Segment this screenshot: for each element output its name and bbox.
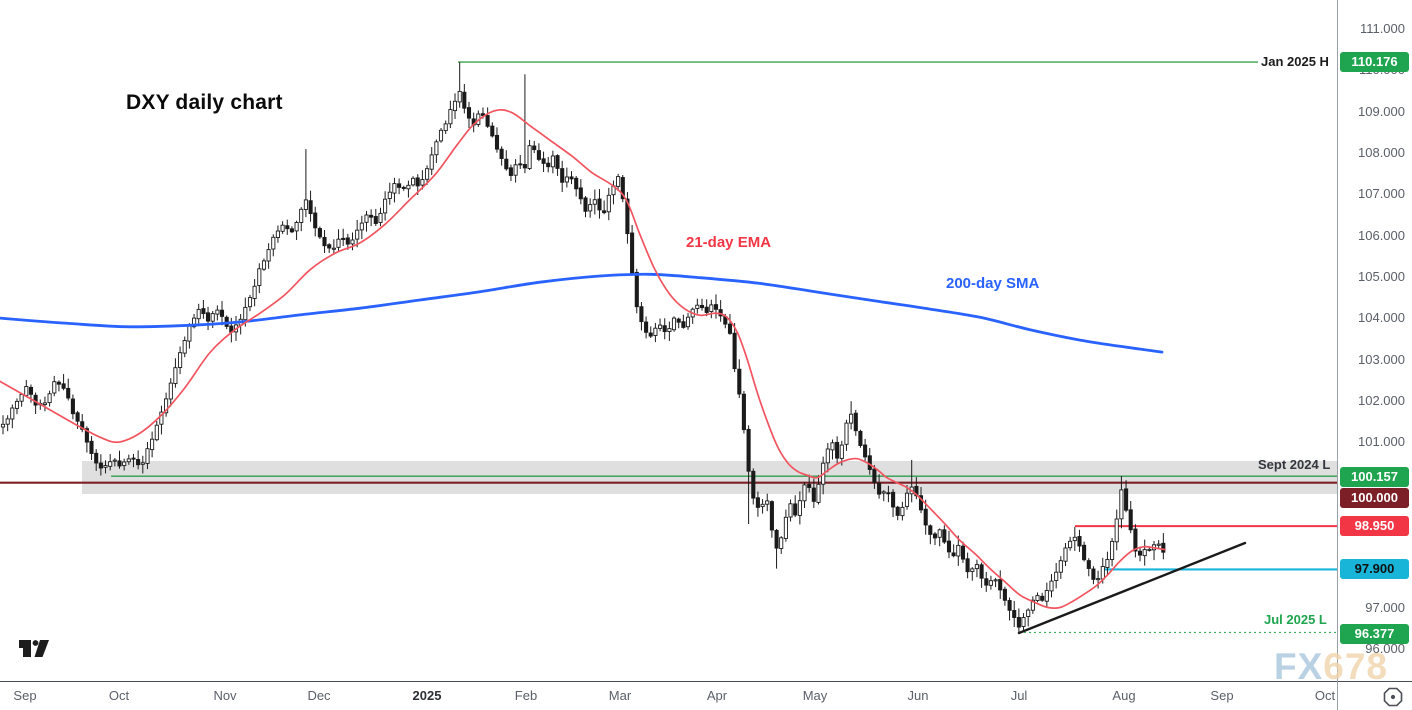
time-tick-may: May <box>802 688 828 703</box>
price-axis[interactable]: 111.000110.000109.000108.000107.000106.0… <box>1337 0 1412 710</box>
price-tick-109.000: 109.000 <box>1358 103 1405 119</box>
time-tick-mar: Mar <box>608 688 632 703</box>
sma-200-line <box>0 272 1164 354</box>
price-badge-jul-2025-low[interactable]: 96.377 <box>1340 624 1409 644</box>
tradingview-logo[interactable] <box>18 636 50 662</box>
time-tick-dec: Dec <box>307 688 331 703</box>
time-tick-nov: Nov <box>213 688 237 703</box>
price-badge-level-98-950[interactable]: 98.950 <box>1340 516 1409 536</box>
price-tick-105.000: 105.000 <box>1358 268 1405 284</box>
ema-21-line <box>0 108 1166 610</box>
price-tick-107.000: 107.000 <box>1358 186 1405 202</box>
fx678-watermark: FX678 <box>1274 648 1388 685</box>
sept-2024-low-zone[interactable] <box>82 461 1337 494</box>
jan-2025-high-label: Jan 2025 H <box>1261 54 1329 69</box>
candlestick-series <box>0 62 1166 633</box>
time-tick-oct: Oct <box>1314 688 1336 703</box>
price-tick-104.000: 104.000 <box>1358 310 1405 326</box>
tradingview-logo-seven <box>34 640 49 657</box>
price-badge-level-97-900[interactable]: 97.900 <box>1340 559 1409 579</box>
time-tick-oct: Oct <box>108 688 130 703</box>
jul-2025-low-label: Jul 2025 L <box>1264 612 1327 627</box>
tradingview-logo-dot <box>32 640 39 646</box>
price-badge-sept-2024-low[interactable]: 100.157 <box>1340 467 1409 487</box>
time-tick-2025: 2025 <box>412 688 442 703</box>
price-scale-settings-icon[interactable] <box>1382 686 1404 708</box>
price-tick-102.000: 102.000 <box>1358 392 1405 408</box>
time-tick-sep: Sep <box>13 688 37 703</box>
time-tick-jul: Jul <box>1010 688 1028 703</box>
time-tick-jun: Jun <box>907 688 929 703</box>
price-tick-101.000: 101.000 <box>1358 434 1405 450</box>
watermark-678: 678 <box>1323 646 1389 687</box>
ascending-trendline[interactable] <box>1017 541 1247 635</box>
price-tick-106.000: 106.000 <box>1358 227 1405 243</box>
sma-200-label: 200-day SMA <box>946 275 1040 292</box>
chart-title: DXY daily chart <box>126 91 283 114</box>
price-tick-96.000: 96.000 <box>1365 640 1405 656</box>
price-tick-111.000: 111.000 <box>1359 21 1405 36</box>
octagon-outline <box>1383 687 1403 707</box>
time-tick-feb: Feb <box>514 688 538 703</box>
time-axis[interactable]: Sep Oct Nov Dec 2025 Feb Mar Apr May Jun Jul Aug Sep… <box>0 681 1412 710</box>
time-tick-aug: Aug <box>1112 688 1136 703</box>
time-tick-sep: Sep <box>1210 688 1234 703</box>
tradingview-logo-one <box>19 640 31 657</box>
sept-2024-low-label: Sept 2024 L <box>1258 457 1331 472</box>
watermark-fx: FX <box>1274 646 1324 687</box>
price-tick-103.000: 103.000 <box>1358 351 1405 367</box>
ema-21-label: 21-day EMA <box>686 234 772 251</box>
price-tick-97.000: 97.000 <box>1365 599 1405 615</box>
octagon-center-dot <box>1390 694 1396 700</box>
price-tick-108.000: 108.000 <box>1358 144 1405 160</box>
price-badge-jan-2025-high[interactable]: 110.176 <box>1340 52 1409 72</box>
price-badge-level-100-000[interactable]: 100.000 <box>1340 488 1409 508</box>
time-tick-apr: Apr <box>706 688 728 703</box>
